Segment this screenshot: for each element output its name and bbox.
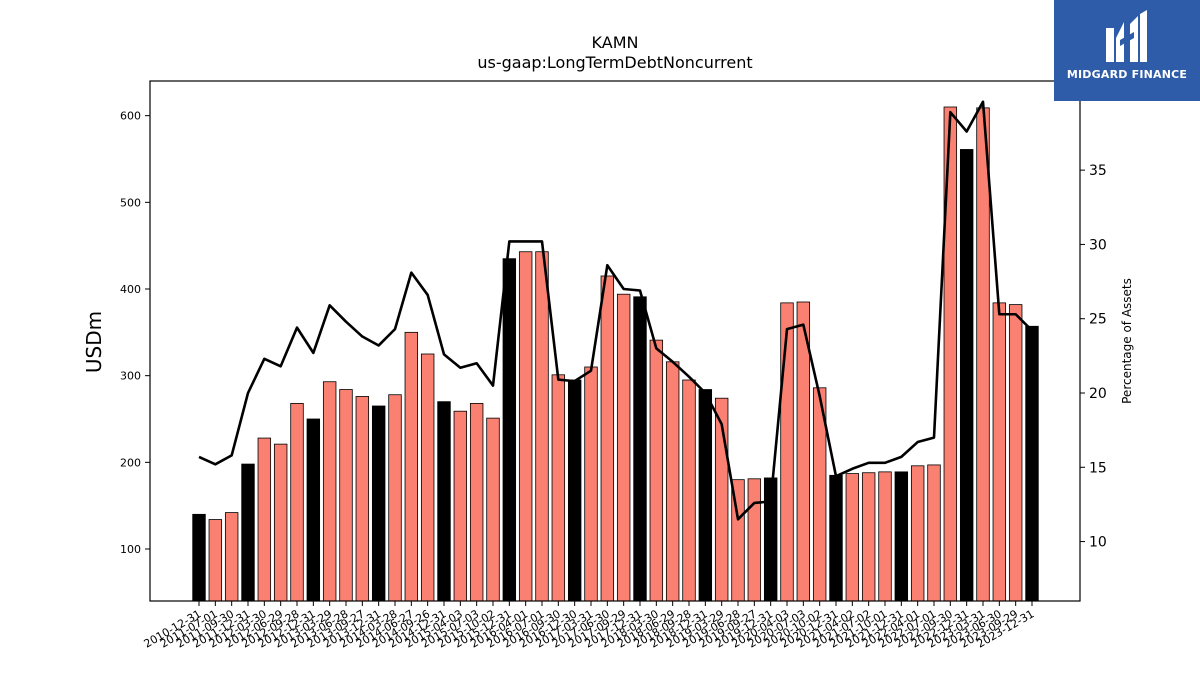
bar <box>290 402 304 602</box>
y2-axis-label: Percentage of Assets <box>1120 278 1134 404</box>
bar <box>861 472 876 602</box>
bar <box>273 443 288 602</box>
bar <box>224 512 239 602</box>
bar <box>355 396 370 602</box>
y-tick-label: 400 <box>120 283 141 296</box>
y-tick-label: 100 <box>120 543 141 556</box>
pct-of-assets-line <box>198 100 1033 521</box>
bar <box>453 410 468 602</box>
bar <box>829 474 843 602</box>
y2-tick-label: 25 <box>1089 312 1107 328</box>
axes-layer: 1002003004005006001015202530352010-12-31… <box>120 110 1107 651</box>
bar <box>927 464 941 602</box>
bar <box>698 389 713 602</box>
bar <box>567 379 582 602</box>
bar <box>192 513 206 602</box>
y-tick-label: 500 <box>120 196 141 209</box>
y2-tick-label: 30 <box>1089 237 1107 253</box>
plot-frame <box>149 80 1081 602</box>
y2-tick-label: 20 <box>1089 386 1107 402</box>
bar <box>404 331 419 602</box>
bar <box>518 251 533 602</box>
bar <box>600 275 615 602</box>
bar <box>894 471 909 602</box>
bar <box>502 258 517 602</box>
chart-subtitle: us-gaap:LongTermDebtNoncurrent <box>477 53 752 72</box>
bar <box>959 149 974 602</box>
y2-tick-label: 10 <box>1089 535 1107 551</box>
bar <box>845 473 860 602</box>
bar <box>682 379 696 602</box>
bar <box>584 366 598 602</box>
bar <box>339 389 353 602</box>
bar <box>437 401 451 602</box>
y-tick-label: 200 <box>120 456 141 469</box>
bar <box>322 381 337 602</box>
y-tick-label: 300 <box>120 370 141 383</box>
bar <box>420 353 435 602</box>
y2-tick-label: 15 <box>1089 460 1107 476</box>
bar <box>257 437 272 602</box>
brand-logo: MIDGARD FINANCE <box>1054 0 1200 101</box>
y2-tick-label: 35 <box>1089 163 1107 179</box>
logo-text: MIDGARD FINANCE <box>1066 68 1188 81</box>
bar <box>535 251 549 602</box>
bar <box>665 361 680 602</box>
bars-layer <box>192 106 1039 602</box>
bar <box>469 402 484 602</box>
bar <box>241 463 255 602</box>
chart-title: KAMN <box>592 33 639 52</box>
bar <box>992 302 1007 602</box>
bar <box>551 374 566 602</box>
bar <box>910 465 925 602</box>
bar <box>976 107 990 602</box>
bar <box>780 302 794 602</box>
logo-mark-icon <box>1106 10 1147 62</box>
bar <box>371 405 386 602</box>
bar <box>388 394 402 602</box>
bar <box>208 519 223 602</box>
bar <box>616 293 631 602</box>
bar <box>486 417 500 602</box>
bar <box>747 478 762 602</box>
bar <box>878 471 892 602</box>
y-tick-label: 600 <box>120 110 141 123</box>
bar <box>1008 304 1023 602</box>
y-axis-label: USDm <box>82 311 106 373</box>
line-layer <box>198 100 1033 521</box>
bar <box>306 418 321 602</box>
bar <box>649 339 664 602</box>
bar <box>1025 325 1039 602</box>
bar <box>633 296 647 602</box>
